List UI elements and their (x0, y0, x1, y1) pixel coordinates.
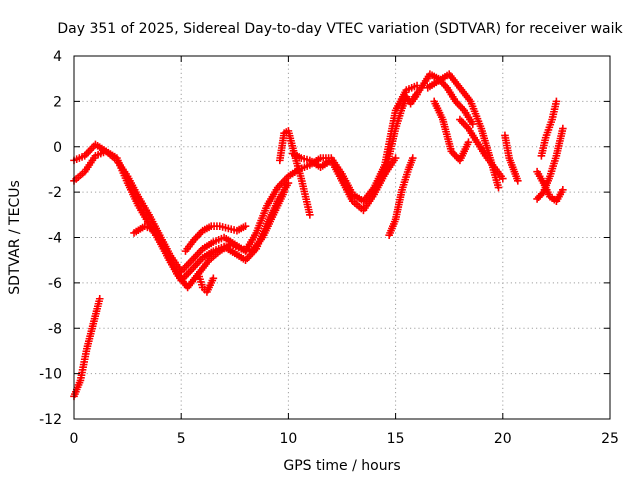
data-point (559, 124, 567, 133)
x-axis-label: GPS time / hours (283, 458, 400, 474)
data-point (559, 186, 567, 194)
data-point (209, 274, 218, 283)
y-tick-label: 4 (53, 49, 62, 65)
series-arc-c (130, 188, 288, 292)
data-point (95, 294, 104, 303)
y-tick-label: -12 (39, 412, 62, 428)
x-tick-label: 10 (279, 431, 297, 447)
series-arc-l (430, 97, 473, 165)
series-arc-h (381, 90, 421, 178)
y-tick-label: 0 (53, 140, 62, 156)
x-tick-label: 25 (601, 431, 619, 447)
data-point (499, 174, 507, 183)
series-arc-d (181, 222, 250, 255)
data-point (514, 176, 522, 185)
y-tick-label: -6 (48, 276, 62, 292)
data-point (306, 211, 314, 219)
y-tick-label: -4 (48, 231, 62, 247)
y-tick-label: -2 (48, 185, 62, 201)
x-tick-label: 20 (494, 431, 512, 447)
series-arc-p (533, 124, 567, 203)
data-point (464, 138, 473, 147)
series-arc-i (385, 154, 417, 240)
data-point (280, 188, 288, 196)
data-point (494, 183, 503, 192)
series-arc-q (537, 97, 561, 160)
y-tick-label: 2 (53, 94, 62, 110)
series-arc-k (423, 70, 503, 192)
x-tick-label: 15 (387, 431, 405, 447)
series-arc-b (70, 147, 293, 285)
y-tick-label: -10 (39, 367, 62, 383)
y-tick-label: -8 (48, 321, 62, 337)
data-point (391, 154, 400, 162)
data-point (552, 97, 561, 106)
axis-ticks: 0 5 10 15 20 25 -12 -10 -8 -6 -4 -2 0 2 4 (39, 49, 619, 447)
data-points (70, 70, 567, 401)
data-point (408, 154, 417, 162)
series-arc-n (501, 131, 522, 185)
y-axis-label: SDTVAR / TECUs (7, 180, 23, 295)
x-tick-label: 5 (177, 431, 186, 447)
data-point (284, 179, 293, 187)
chart-title: Day 351 of 2025, Sidereal Day-to-day VTE… (57, 21, 623, 37)
data-point (468, 120, 477, 128)
data-point (241, 222, 250, 230)
x-tick-label: 0 (70, 431, 79, 447)
series-arc-m (456, 115, 507, 183)
series-arc-r (70, 294, 104, 401)
series-arc-e (194, 270, 218, 296)
